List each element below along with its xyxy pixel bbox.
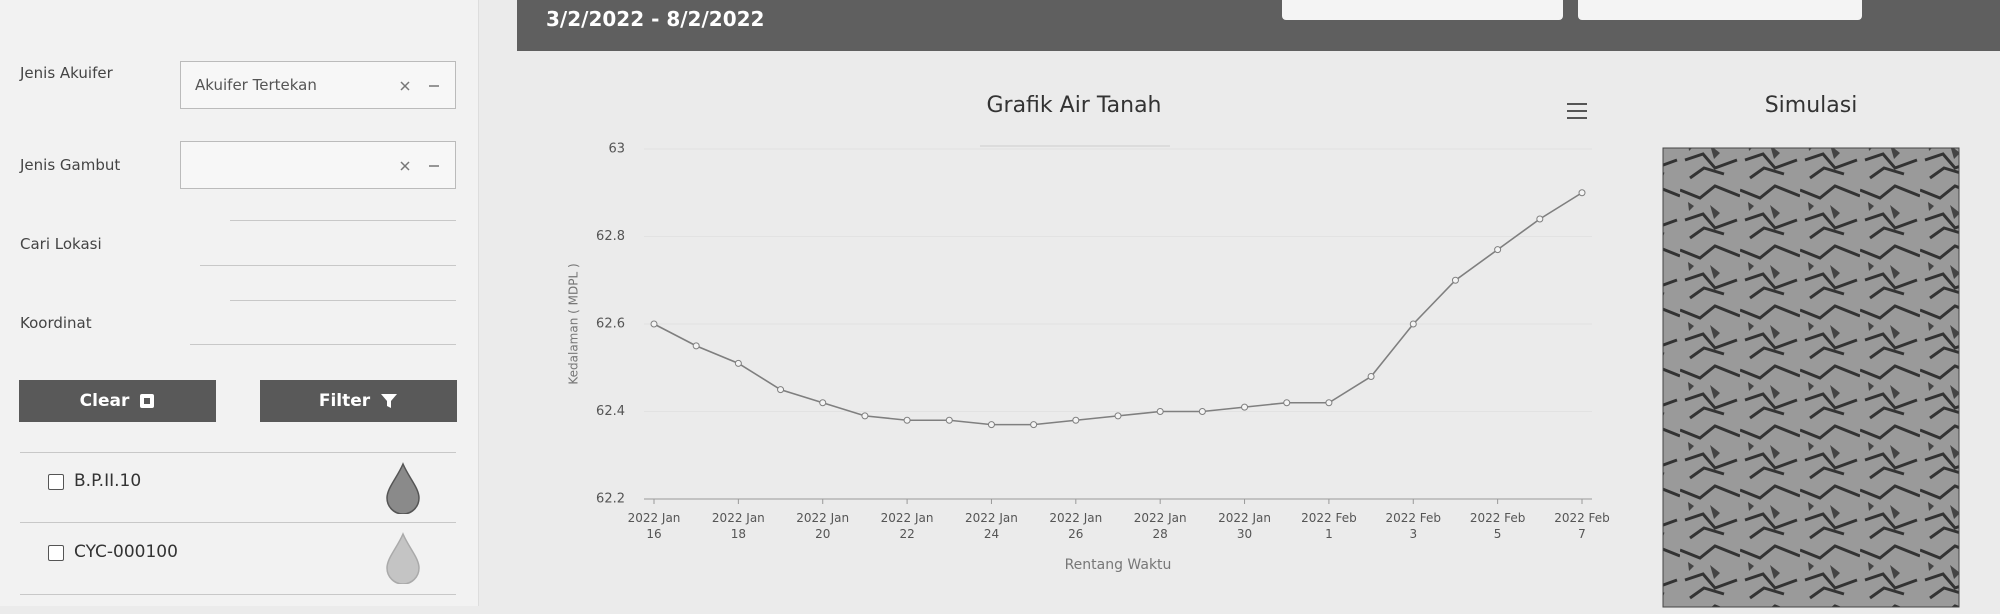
data-point	[1494, 246, 1502, 254]
filter-label: Cari Lokasi	[20, 235, 102, 253]
aquifer-select[interactable]: Akuifer Tertekan	[180, 61, 456, 109]
data-point	[987, 421, 995, 429]
station-name: B.P.II.10	[74, 471, 142, 491]
date-range: 3/2/2022 - 8/2/2022	[546, 7, 765, 31]
y-tick-label: 62.8	[596, 229, 625, 244]
x-tick-label: 2022 Jan 20	[796, 511, 850, 541]
clear-button[interactable]: Clear	[19, 380, 216, 422]
filter-button[interactable]: Filter	[260, 380, 457, 422]
peat-select[interactable]	[180, 141, 456, 189]
data-point	[1536, 215, 1544, 223]
data-point	[1283, 399, 1291, 407]
x-tick-label: 2022 Jan 26	[1049, 511, 1103, 541]
chart-title: Grafik Air Tanah	[986, 93, 1161, 118]
top-select[interactable]	[1282, 0, 1563, 20]
data-point	[861, 412, 869, 420]
filter-label: Jenis Akuifer	[20, 64, 113, 82]
menu-icon[interactable]	[1567, 103, 1587, 119]
divider	[20, 452, 456, 453]
data-line	[653, 192, 1583, 426]
data-point	[945, 416, 953, 424]
clear-icon	[140, 394, 155, 408]
x-tick-label: 2022 Feb 5	[1469, 511, 1526, 541]
x-tick-label: 2022 Jan 24	[965, 511, 1018, 541]
location-input[interactable]	[200, 265, 456, 266]
y-tick-label: 62.6	[596, 317, 625, 332]
x-tick-label: 2022 Jan 16	[627, 511, 681, 541]
data-point	[1030, 421, 1038, 429]
top-select[interactable]	[1578, 0, 1862, 20]
data-point	[734, 359, 742, 367]
select-value: Akuifer Tertekan	[195, 76, 317, 94]
data-point	[1241, 403, 1249, 411]
coordinate-input[interactable]	[190, 344, 456, 345]
divider	[230, 300, 456, 301]
data-point	[1156, 408, 1164, 415]
x-tick-label: 2022 Feb 3	[1385, 511, 1442, 541]
x-tick-label: 2022 Jan 28	[1133, 511, 1187, 541]
top-bar: 3/2/2022 - 8/2/2022	[517, 0, 2000, 51]
select-icons	[400, 161, 439, 171]
data-point	[903, 416, 911, 424]
station-name: CYC-000100	[74, 542, 178, 562]
data-point	[1198, 408, 1206, 415]
y-tick-label: 63	[608, 142, 625, 157]
y-tick-label: 62.4	[596, 404, 625, 419]
station-checkbox[interactable]	[48, 474, 64, 490]
drop-icon	[386, 462, 420, 514]
divider	[20, 594, 456, 595]
data-point	[1114, 412, 1122, 420]
x-tick-label: 2022 Jan 18	[711, 511, 765, 541]
panel-title: Simulasi	[1765, 93, 1858, 118]
data-point	[1367, 373, 1375, 380]
button-label: Filter	[318, 391, 371, 411]
divider	[20, 522, 456, 523]
station-checkbox[interactable]	[48, 545, 64, 561]
select-icons	[400, 81, 439, 91]
data-point	[1325, 399, 1333, 407]
data-point	[819, 399, 827, 407]
data-point	[650, 320, 658, 328]
sidebar: Jenis Akuifer Akuifer Tertekan Jenis Gam…	[0, 0, 479, 606]
filter-icon	[381, 394, 398, 408]
y-tick-label: 62.2	[596, 492, 625, 507]
simulation-image	[1662, 147, 1960, 608]
x-tick-label: 2022 Jan 22	[880, 511, 934, 541]
x-tick-label: 2022 Jan 30	[1218, 511, 1271, 541]
x-tick-label: 2022 Feb 7	[1554, 511, 1610, 541]
y-axis-label: Kedalaman ( MDPL )	[567, 263, 581, 384]
filter-label: Jenis Gambut	[20, 156, 121, 174]
button-label: Clear	[79, 391, 130, 411]
x-tick-label: 2022 Feb 1	[1301, 511, 1357, 541]
data-point	[777, 386, 785, 394]
data-point	[692, 342, 700, 350]
divider	[230, 220, 456, 221]
drop-icon	[386, 532, 420, 584]
data-point	[1451, 276, 1459, 284]
data-point	[1072, 416, 1080, 424]
filter-label: Koordinat	[20, 314, 92, 332]
data-point	[1578, 189, 1586, 197]
data-point	[1409, 320, 1417, 328]
x-axis-label: Rentang Waktu	[1065, 557, 1172, 573]
